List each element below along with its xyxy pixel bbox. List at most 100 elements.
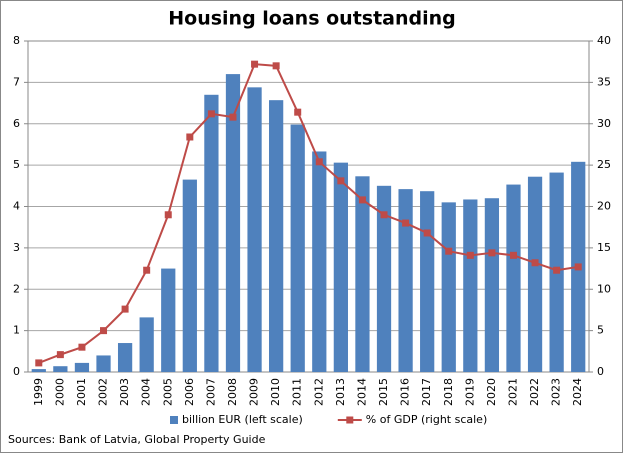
- x-tick-label: 2012: [312, 378, 325, 406]
- legend-label: billion EUR (left scale): [182, 413, 303, 426]
- marker: [509, 251, 517, 259]
- legend-swatch: [170, 416, 178, 424]
- x-tick-label: 2020: [485, 378, 498, 406]
- source: Sources: Bank of Latvia, Global Property…: [8, 433, 266, 446]
- marker: [78, 343, 86, 351]
- bar: [420, 191, 435, 372]
- bar: [312, 151, 327, 372]
- x-tick-label: 2006: [183, 378, 196, 406]
- x-tick-label: 2022: [528, 378, 541, 406]
- bar: [31, 369, 46, 372]
- marker: [445, 247, 453, 255]
- y-tick-label: 8: [13, 34, 20, 47]
- bar: [139, 317, 154, 372]
- x-tick-label: 2000: [53, 378, 66, 406]
- line: [38, 63, 579, 364]
- x-tick-label: 2010: [269, 378, 282, 406]
- bar: [225, 74, 241, 372]
- legend-label: % of GDP (right scale): [366, 413, 487, 426]
- bar: [53, 366, 68, 372]
- marker: [121, 305, 129, 313]
- x-tick-label: 2004: [140, 378, 153, 406]
- y-tick-label: 7: [13, 75, 20, 88]
- x-tick-label: 2002: [97, 378, 110, 406]
- y-tick-label: 0: [13, 365, 20, 378]
- y-tick-label: 4: [13, 200, 20, 213]
- marker: [229, 113, 237, 121]
- x-tick-label: 2007: [204, 378, 217, 406]
- y2-tick-label: 5: [597, 324, 604, 337]
- bar: [398, 189, 413, 372]
- marker: [56, 351, 64, 359]
- bar: [96, 355, 111, 372]
- marker: [35, 359, 43, 367]
- y-tick-label: 5: [13, 158, 20, 171]
- bar: [376, 185, 392, 372]
- bar: [117, 343, 133, 372]
- marker: [423, 229, 431, 237]
- y-tick-label: 6: [13, 117, 20, 130]
- x-tick-label: 1999: [32, 378, 45, 406]
- bar: [333, 162, 348, 372]
- x-tick-label: 2017: [420, 378, 433, 406]
- bar: [290, 124, 305, 372]
- bar: [506, 184, 521, 372]
- chart-title: Housing loans outstanding: [168, 8, 456, 30]
- x-tick-label: 2023: [550, 378, 563, 406]
- marker: [207, 110, 215, 118]
- y2-tick-label: 25: [597, 158, 611, 171]
- x-tick-label: 2009: [248, 378, 261, 406]
- bar: [355, 176, 370, 372]
- marker: [315, 158, 323, 166]
- x-tick-label: 2008: [226, 378, 239, 406]
- y2-tick-label: 0: [597, 365, 604, 378]
- bar: [269, 100, 284, 372]
- bar: [161, 268, 176, 372]
- x-tick-label: 2019: [463, 378, 476, 406]
- x-tick-label: 2015: [377, 378, 390, 406]
- x-tick-label: 2001: [75, 378, 88, 406]
- x-tick-label: 2024: [571, 378, 584, 406]
- marker: [358, 196, 366, 204]
- marker: [402, 219, 410, 227]
- y2-tick-label: 15: [597, 241, 611, 254]
- marker: [143, 266, 151, 274]
- marker: [100, 327, 108, 335]
- bar: [463, 199, 478, 372]
- marker: [186, 133, 194, 141]
- marker: [164, 211, 172, 219]
- plot-border: [27, 40, 590, 373]
- bar: [527, 176, 543, 372]
- y2-tick-label: 10: [597, 282, 611, 295]
- bar: [441, 202, 456, 372]
- x-tick-label: 2021: [506, 378, 519, 406]
- bar: [247, 87, 262, 372]
- x-tick-label: 2016: [399, 378, 412, 406]
- bar: [204, 94, 219, 372]
- marker: [294, 108, 302, 116]
- marker: [488, 249, 496, 257]
- x-tick-label: 2011: [291, 378, 304, 406]
- x-tick-label: 2014: [355, 378, 368, 406]
- marker: [466, 251, 474, 259]
- marker: [337, 177, 345, 185]
- marker: [380, 211, 388, 219]
- bar: [74, 362, 90, 372]
- x-tick-label: 2005: [161, 378, 174, 406]
- y2-tick-label: 30: [597, 117, 611, 130]
- x-tick-label: 2018: [442, 378, 455, 406]
- marker: [272, 62, 280, 70]
- y-tick-label: 3: [13, 241, 20, 254]
- y2-tick-label: 40: [597, 34, 611, 47]
- marker: [531, 259, 539, 267]
- marker: [251, 60, 259, 68]
- marker: [574, 263, 582, 271]
- x-tick-label: 2013: [334, 378, 347, 406]
- bar: [182, 179, 197, 372]
- legend-swatch: [346, 416, 354, 424]
- y2-tick-label: 35: [597, 75, 611, 88]
- bar: [484, 198, 500, 372]
- marker: [553, 266, 561, 274]
